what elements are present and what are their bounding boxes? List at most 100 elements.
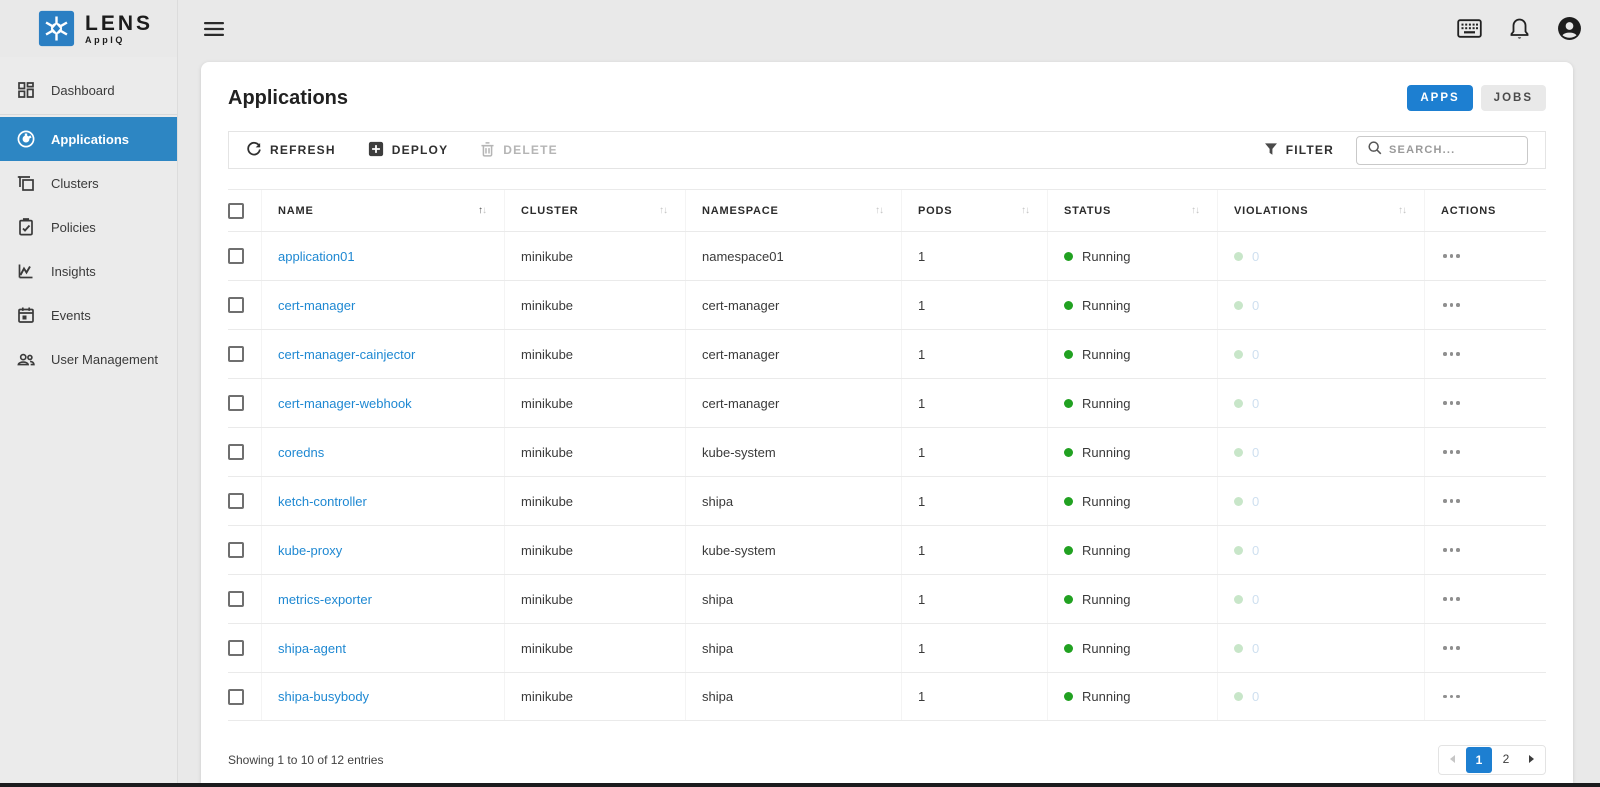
row-checkbox[interactable] xyxy=(228,688,244,705)
notifications-icon[interactable] xyxy=(1509,17,1530,40)
row-checkbox[interactable] xyxy=(228,297,244,313)
sidebar-item-user-management[interactable]: User Management xyxy=(0,337,177,381)
row-actions-button[interactable] xyxy=(1441,642,1462,654)
prev-page-button[interactable] xyxy=(1439,746,1465,772)
application-name-link[interactable]: ketch-controller xyxy=(278,493,367,509)
delete-button[interactable]: DELETE xyxy=(480,141,558,160)
column-header-cluster[interactable]: CLUSTER xyxy=(521,204,579,217)
pods-cell: 1 xyxy=(918,248,926,264)
violations-dot-icon xyxy=(1234,349,1243,359)
row-checkbox[interactable] xyxy=(228,395,244,411)
table-row: shipa-busybody minikube shipa 1 Running 0 xyxy=(228,672,1546,721)
sidebar-item-events[interactable]: Events xyxy=(0,293,177,337)
sidebar-item-policies[interactable]: Policies xyxy=(0,205,177,249)
row-actions-button[interactable] xyxy=(1441,348,1462,360)
row-checkbox[interactable] xyxy=(228,444,244,460)
sort-toggle-cluster[interactable]: ↑↓ xyxy=(659,205,668,216)
table-row: ketch-controller minikube shipa 1 Running 0 xyxy=(228,476,1546,525)
sort-toggle-pods[interactable]: ↑↓ xyxy=(1021,205,1030,216)
filter-button[interactable]: FILTER xyxy=(1264,142,1334,159)
cluster-cell: minikube xyxy=(521,297,574,313)
sort-toggle-name[interactable]: ↑↓ xyxy=(478,205,487,216)
view-toggle: APPS JOBS xyxy=(1407,85,1546,111)
namespace-cell: shipa xyxy=(702,689,734,704)
sidebar-item-insights[interactable]: Insights xyxy=(0,249,177,293)
violations-dot-icon xyxy=(1234,643,1243,653)
refresh-button[interactable]: REFRESH xyxy=(246,141,336,160)
page-button-1[interactable]: 1 xyxy=(1466,747,1492,773)
sort-toggle-violations[interactable]: ↑↓ xyxy=(1398,205,1407,216)
row-actions-button[interactable] xyxy=(1441,250,1462,262)
status-cell: Running xyxy=(1082,493,1131,509)
policies-icon xyxy=(16,217,36,237)
events-icon xyxy=(16,305,36,325)
insights-icon xyxy=(16,261,36,281)
row-actions-button[interactable] xyxy=(1441,691,1462,703)
row-checkbox[interactable] xyxy=(228,346,244,362)
menu-icon[interactable] xyxy=(204,21,224,36)
column-header-status[interactable]: STATUS xyxy=(1064,204,1112,217)
account-icon[interactable] xyxy=(1557,16,1582,41)
window-bottom-edge xyxy=(0,783,1600,787)
brand-text: LENS AppIQ xyxy=(85,13,153,45)
status-cell: Running xyxy=(1082,346,1131,362)
refresh-icon xyxy=(246,141,262,160)
column-header-pods[interactable]: PODS xyxy=(918,204,953,217)
column-header-actions[interactable]: ACTIONS xyxy=(1441,204,1497,217)
next-page-button[interactable] xyxy=(1519,746,1545,772)
sidebar-item-clusters[interactable]: Clusters xyxy=(0,161,177,205)
violations-cell: 0 xyxy=(1252,444,1260,460)
application-name-link[interactable]: shipa-busybody xyxy=(278,689,370,704)
row-actions-button[interactable] xyxy=(1441,446,1462,458)
select-all-checkbox[interactable] xyxy=(228,202,244,219)
namespace-cell: shipa xyxy=(702,640,734,656)
sidebar-item-label: Policies xyxy=(51,219,96,235)
application-name-link[interactable]: cert-manager-cainjector xyxy=(278,346,416,362)
application-name-link[interactable]: coredns xyxy=(278,444,325,460)
keyboard-icon[interactable] xyxy=(1457,19,1482,38)
row-actions-button[interactable] xyxy=(1441,593,1462,605)
application-name-link[interactable]: application01 xyxy=(278,248,355,264)
column-header-name[interactable]: NAME xyxy=(278,204,314,217)
cluster-cell: minikube xyxy=(521,248,574,264)
search-input[interactable] xyxy=(1389,144,1499,156)
search-icon xyxy=(1367,140,1382,160)
violations-dot-icon xyxy=(1234,398,1243,408)
sidebar-item-label: User Management xyxy=(51,351,158,367)
row-checkbox[interactable] xyxy=(228,640,244,656)
row-actions-button[interactable] xyxy=(1441,544,1462,556)
sidebar-item-applications[interactable]: Applications xyxy=(0,117,177,161)
application-name-link[interactable]: metrics-exporter xyxy=(278,591,372,607)
column-header-namespace[interactable]: NAMESPACE xyxy=(702,204,779,217)
deploy-button[interactable]: DEPLOY xyxy=(368,141,449,160)
status-cell: Running xyxy=(1082,297,1131,313)
row-checkbox[interactable] xyxy=(228,248,244,264)
row-checkbox[interactable] xyxy=(228,591,244,607)
cluster-cell: minikube xyxy=(521,689,574,704)
application-name-link[interactable]: cert-manager xyxy=(278,297,356,313)
cluster-cell: minikube xyxy=(521,493,574,509)
row-actions-button[interactable] xyxy=(1441,397,1462,409)
violations-cell: 0 xyxy=(1252,346,1260,362)
violations-cell: 0 xyxy=(1252,591,1260,607)
brand: LENS AppIQ xyxy=(0,0,178,57)
row-actions-button[interactable] xyxy=(1441,495,1462,507)
page-button-2[interactable]: 2 xyxy=(1493,746,1519,772)
row-checkbox[interactable] xyxy=(228,542,244,558)
apps-toggle-button[interactable]: APPS xyxy=(1407,85,1473,111)
application-name-link[interactable]: kube-proxy xyxy=(278,542,343,558)
row-actions-button[interactable] xyxy=(1441,299,1462,311)
application-name-link[interactable]: shipa-agent xyxy=(278,640,346,656)
row-checkbox[interactable] xyxy=(228,493,244,509)
sort-toggle-status[interactable]: ↑↓ xyxy=(1191,205,1200,216)
sort-toggle-namespace[interactable]: ↑↓ xyxy=(875,205,884,216)
application-name-link[interactable]: cert-manager-webhook xyxy=(278,395,412,411)
column-header-violations[interactable]: VIOLATIONS xyxy=(1234,204,1309,217)
violations-cell: 0 xyxy=(1252,248,1260,264)
top-bar: LENS AppIQ xyxy=(0,0,1600,57)
jobs-toggle-button[interactable]: JOBS xyxy=(1480,85,1546,111)
status-dot-icon xyxy=(1064,251,1073,261)
sidebar-item-dashboard[interactable]: Dashboard xyxy=(0,68,177,112)
topbar-actions xyxy=(1457,16,1600,41)
status-cell: Running xyxy=(1082,542,1131,558)
